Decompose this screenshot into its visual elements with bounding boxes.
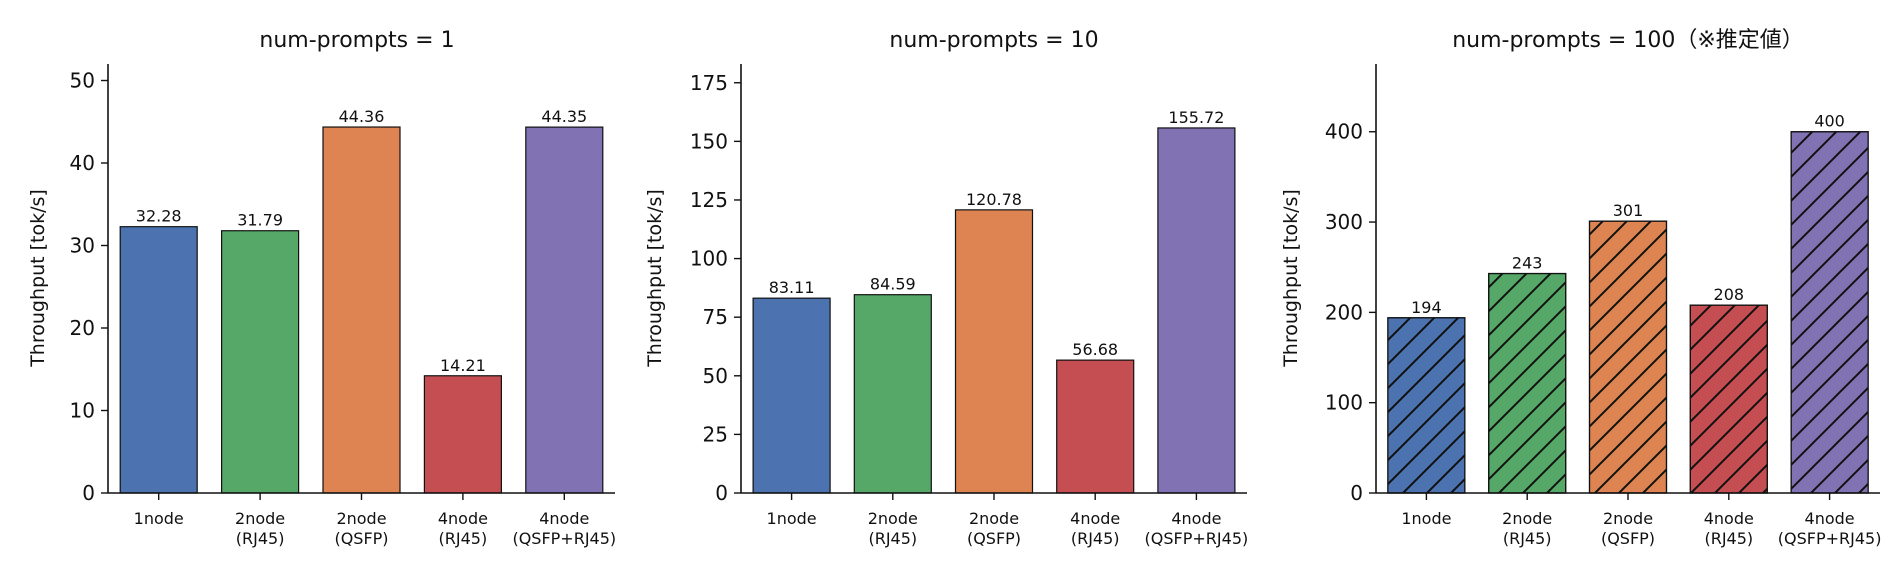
panel-2-bar-4 [1056,359,1135,494]
panel-1-bar-1 [119,226,198,494]
panel-2-data-label-5: 155.72 [1168,108,1224,127]
panel-2-ytick-label-8: 175 [690,71,728,95]
panel-3-data-label-4: 208 [1714,285,1745,304]
panel-1-bar-2 [221,230,300,494]
panel-2-ytick-label-6: 125 [690,188,728,212]
panel-2-xtick-label-1: 1node [767,509,817,528]
panel-1-xtick-label-3: 2node (QSFP) [334,509,388,548]
panel-1-ytick-label-1: 0 [82,481,95,505]
panel-2-ytick-label-3: 50 [703,364,728,388]
panel-3-ytick-label-2: 100 [1325,391,1363,415]
panel-3-data-label-5: 400 [1814,112,1845,131]
panel-2-bar-2 [853,294,932,494]
panel-2-bar-3 [954,209,1034,494]
panel-1-bar-4 [423,375,502,494]
panel-1-ytick-label-3: 20 [70,316,95,340]
panel-2-xtick-label-3: 2node (QSFP) [967,509,1021,548]
panel-2-bar-1 [752,297,831,494]
panel-1-ytick-label-4: 30 [70,234,95,258]
panel-2-bar-5 [1157,127,1236,494]
panel-3-data-label-3: 301 [1613,201,1644,220]
panel-3-bar-hatch-2 [1488,272,1567,494]
panel-1-xtick-label-4: 4node (RJ45) [438,509,488,548]
panel-3-xtick-label-5: 4node (QSFP+RJ45) [1778,509,1882,548]
panel-1-bar-5 [525,126,604,494]
panel-1-data-label-1: 32.28 [136,207,182,226]
panel-2-ytick-label-4: 75 [703,305,728,329]
panel-2: num-prompts = 10 Throughput [tok/s] 83.1… [644,28,1248,548]
panel-2-ylabel: Throughput [tok/s] [644,189,666,368]
panel-1-title: num-prompts = 1 [259,28,454,53]
panel-3-data-label-2: 243 [1512,254,1543,273]
panel-3-ytick-label-3: 200 [1325,300,1363,324]
panel-1-xtick-label-2: 2node (RJ45) [235,509,285,548]
panel-2-title: num-prompts = 10 [889,28,1098,53]
panel-2-ytick-label-2: 25 [703,422,728,446]
panel-1: num-prompts = 1 Throughput [tok/s] 32.28… [27,28,616,548]
panel-2-ytick-label-1: 0 [715,481,728,505]
panel-1-data-label-2: 31.79 [237,211,283,230]
panel-3: num-prompts = 100（※推定値） Throughput [tok/… [1280,28,1881,548]
panel-1-ytick-label-6: 50 [70,69,95,93]
panel-2-data-label-4: 56.68 [1072,340,1118,359]
panel-3-xtick-label-1: 1node [1401,509,1451,528]
panel-3-ytick-label-1: 0 [1350,481,1363,505]
panel-2-xtick-label-4: 4node (RJ45) [1070,509,1120,548]
panel-3-bar-hatch-3 [1588,220,1668,494]
panel-1-data-label-5: 44.35 [541,107,587,126]
panel-1-ytick-label-5: 40 [70,151,95,175]
panel-3-bar-hatch-5 [1790,131,1869,494]
panel-1-data-label-4: 14.21 [440,356,486,375]
panel-1-xtick-label-1: 1node [134,509,184,528]
panel-3-bar-hatch-4 [1689,304,1768,494]
panel-1-ytick-label-2: 10 [70,399,95,423]
panel-1-xtick-label-5: 4node (QSFP+RJ45) [512,509,616,548]
panel-3-bar-hatch-1 [1387,317,1466,494]
panel-3-title: num-prompts = 100（※推定値） [1452,28,1804,53]
panel-3-xtick-label-3: 2node (QSFP) [1601,509,1655,548]
panel-2-xtick-label-2: 2node (RJ45) [868,509,918,548]
panel-2-plot: 83.11 1node 84.59 2node (RJ45) 120.78 2node (QS… [690,64,1248,548]
panel-2-data-label-2: 84.59 [870,275,916,294]
panel-3-ytick-label-5: 400 [1325,120,1363,144]
panel-1-bar-3 [322,126,401,494]
panel-3-plot: 194 1node 243 2node (RJ45) 301 2node (QSFP) 208 4… [1325,64,1882,548]
panel-2-ytick-label-7: 150 [690,129,728,153]
panel-3-ylabel: Throughput [tok/s] [1280,189,1302,368]
panel-1-data-label-3: 44.36 [339,107,385,126]
panel-3-xtick-label-2: 2node (RJ45) [1502,509,1552,548]
panel-3-data-label-1: 194 [1411,298,1442,317]
panel-1-ylabel: Throughput [tok/s] [27,189,49,368]
panel-2-data-label-1: 83.11 [769,278,815,297]
panel-2-data-label-3: 120.78 [966,190,1022,209]
panel-3-xtick-label-4: 4node (RJ45) [1704,509,1754,548]
panel-2-ytick-label-5: 100 [690,247,728,271]
panel-1-plot: 32.28 1node 31.79 2node (RJ45) 44.36 2node (QSF… [70,64,616,548]
panel-2-xtick-label-5: 4node (QSFP+RJ45) [1145,509,1249,548]
panel-3-ytick-label-4: 300 [1325,210,1363,234]
